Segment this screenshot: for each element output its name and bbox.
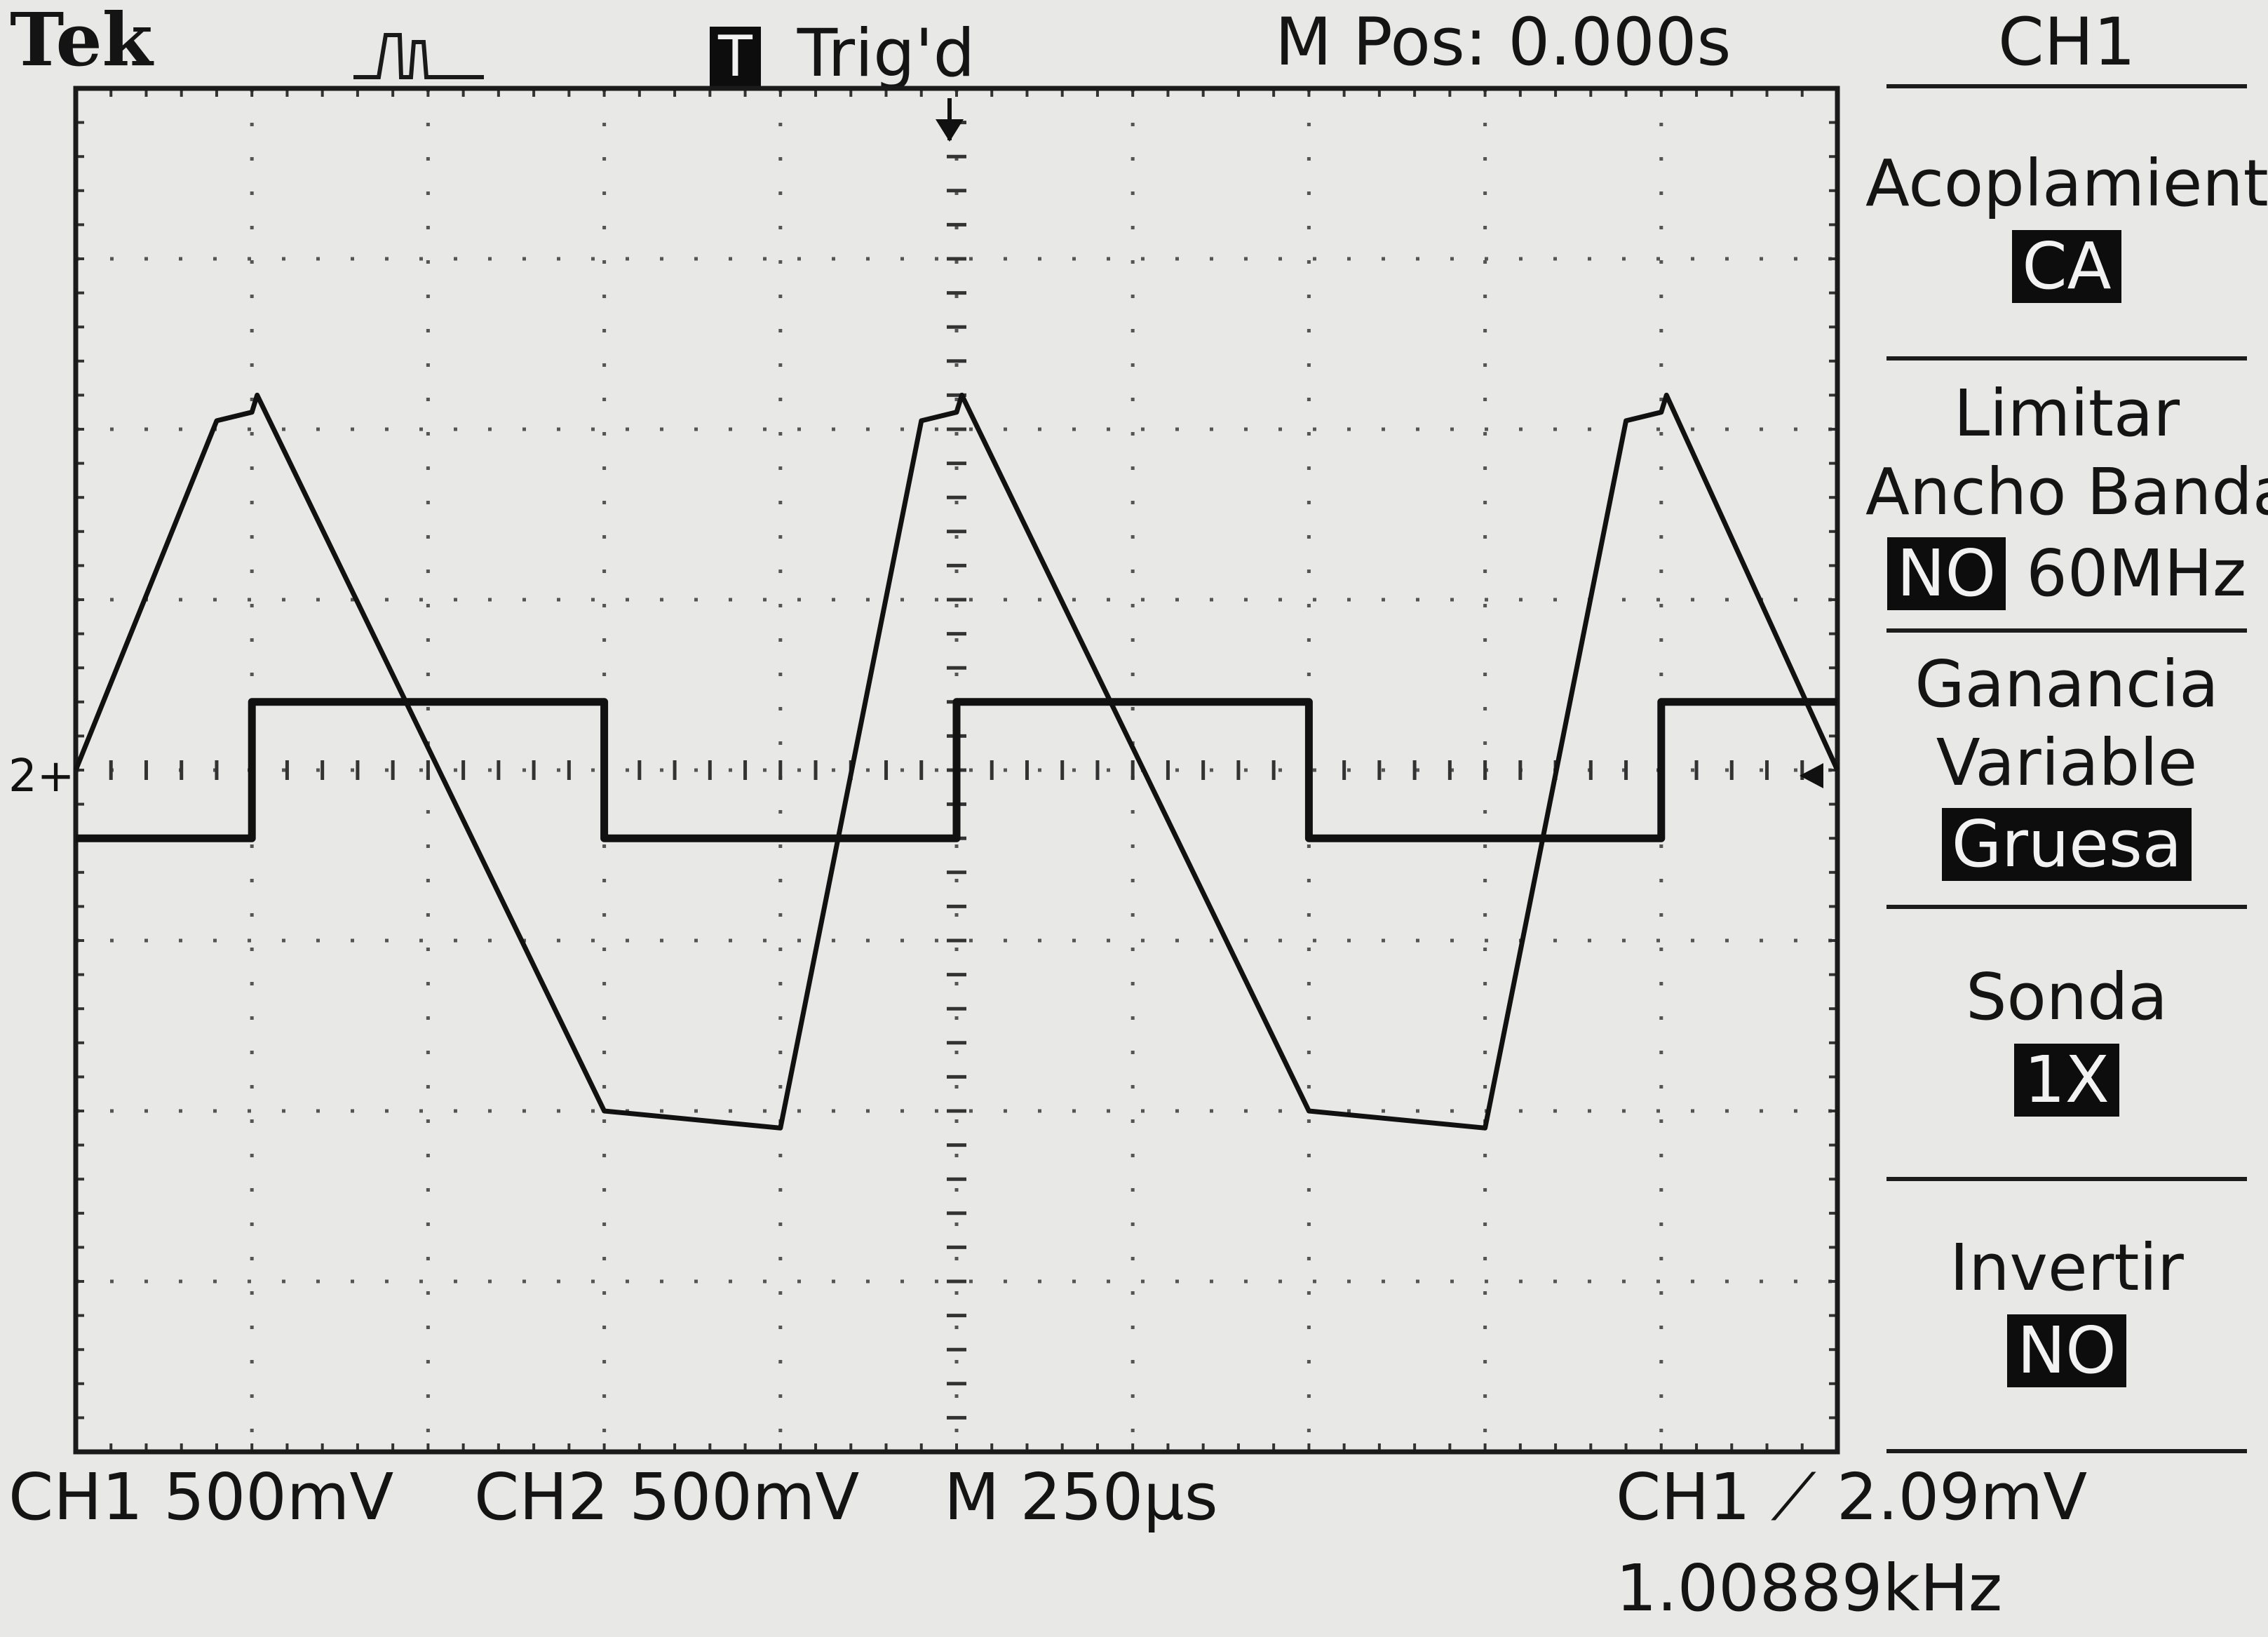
channel-menu: CH1 Acoplamiento CA Limitar Ancho Banda …	[1865, 0, 2268, 1637]
menu-divider	[1886, 1177, 2247, 1181]
gain-label-line1: Ganancia	[1915, 647, 2219, 722]
trace-ch1	[73, 392, 1840, 1131]
coupling-value: CA	[2012, 230, 2121, 303]
acquire-run-icon	[353, 33, 484, 79]
invert-value: NO	[2007, 1314, 2126, 1387]
probe-button[interactable]: Sonda 1X	[1865, 958, 2268, 1119]
waveform-display: 2+	[8, 86, 1840, 1455]
trigger-level-icon	[1800, 763, 1823, 788]
ch2-scale: CH2 500mV	[474, 1460, 860, 1535]
brand-logo: Tek	[10, 0, 153, 83]
bandwidth-other: 60MHz	[2026, 536, 2247, 611]
trigger-state: Trig'd	[797, 15, 976, 92]
invert-button[interactable]: Invertir NO	[1865, 1229, 2268, 1390]
bandwidth-label-line1: Limitar	[1953, 376, 2180, 451]
menu-divider	[1886, 905, 2247, 909]
traces	[73, 392, 1840, 1131]
menu-divider	[1886, 84, 2247, 88]
bandwidth-label-line2: Ancho Banda	[1865, 454, 2268, 530]
trigger-badge: T	[710, 27, 761, 87]
menu-divider	[1886, 356, 2247, 361]
menu-divider	[1886, 1449, 2247, 1453]
probe-value: 1X	[2014, 1044, 2119, 1117]
ground-reference-marker: 2+	[8, 750, 74, 802]
bandwidth-selected: NO	[1886, 537, 2006, 610]
frequency-readout: 1.00889kHz	[1616, 1551, 2003, 1626]
coupling-button[interactable]: Acoplamiento CA	[1865, 144, 2268, 306]
variable-gain-button[interactable]: Ganancia Variable Gruesa	[1865, 645, 2268, 884]
timebase: M 250µs	[944, 1460, 1218, 1535]
ch1-scale: CH1 500mV	[8, 1460, 394, 1535]
menu-divider	[1886, 628, 2247, 633]
coupling-label: Acoplamiento	[1865, 146, 2268, 221]
bandwidth-limit-button[interactable]: Limitar Ancho Banda NO 60MHz	[1865, 375, 2268, 613]
trigger-status: T Trig'd	[710, 15, 975, 93]
invert-label: Invertir	[1950, 1230, 2184, 1305]
gain-label-line2: Variable	[1936, 725, 2198, 800]
menu-title: CH1	[1997, 4, 2136, 81]
probe-label: Sonda	[1966, 959, 2168, 1035]
trigger-info: CH1 ⟋ 2.09mV	[1616, 1460, 2088, 1535]
gain-value: Gruesa	[1941, 808, 2192, 881]
main-position: M Pos: 0.000s	[1275, 4, 1732, 81]
trace-ch2	[76, 698, 1837, 842]
